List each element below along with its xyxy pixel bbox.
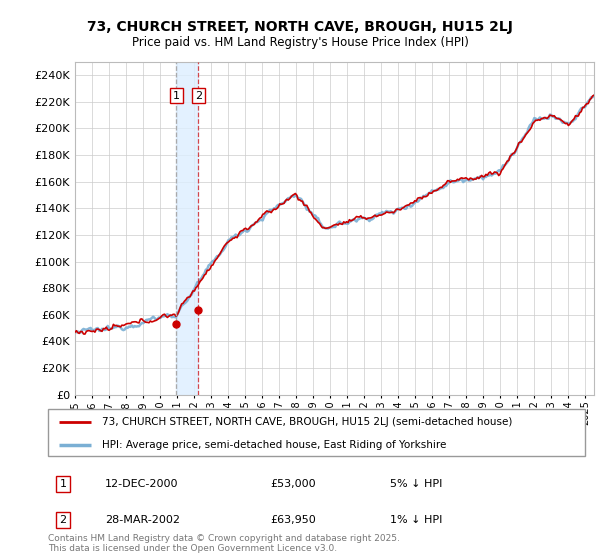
Text: HPI: Average price, semi-detached house, East Riding of Yorkshire: HPI: Average price, semi-detached house,… — [102, 440, 446, 450]
Text: Contains HM Land Registry data © Crown copyright and database right 2025.
This d: Contains HM Land Registry data © Crown c… — [48, 534, 400, 553]
Text: £53,000: £53,000 — [270, 479, 316, 489]
Text: 12-DEC-2000: 12-DEC-2000 — [105, 479, 179, 489]
Text: 73, CHURCH STREET, NORTH CAVE, BROUGH, HU15 2LJ (semi-detached house): 73, CHURCH STREET, NORTH CAVE, BROUGH, H… — [102, 417, 512, 427]
Text: 2: 2 — [194, 91, 202, 101]
Text: Price paid vs. HM Land Registry's House Price Index (HPI): Price paid vs. HM Land Registry's House … — [131, 36, 469, 49]
Text: 1: 1 — [59, 479, 67, 489]
Text: 2: 2 — [59, 515, 67, 525]
Text: £63,950: £63,950 — [270, 515, 316, 525]
Text: 28-MAR-2002: 28-MAR-2002 — [105, 515, 180, 525]
Text: 73, CHURCH STREET, NORTH CAVE, BROUGH, HU15 2LJ: 73, CHURCH STREET, NORTH CAVE, BROUGH, H… — [87, 20, 513, 34]
Text: 5% ↓ HPI: 5% ↓ HPI — [390, 479, 442, 489]
Bar — [176, 62, 198, 395]
Text: 1: 1 — [173, 91, 180, 101]
Text: 1% ↓ HPI: 1% ↓ HPI — [390, 515, 442, 525]
